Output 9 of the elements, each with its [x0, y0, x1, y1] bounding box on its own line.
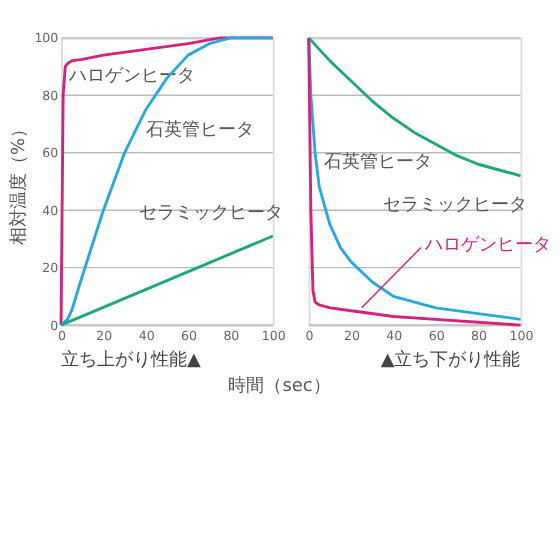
series-label: 石英管ヒータ — [323, 150, 432, 173]
series-label: セラミックヒータ — [139, 204, 284, 225]
text: ハロゲンヒータ — [423, 234, 552, 257]
series-label: 石英管ヒータ — [145, 119, 254, 142]
text: 立ち上がり性能▲ — [61, 348, 202, 371]
y-axis-title: 相対温度（%） — [7, 119, 30, 245]
x-axis-title: 時間（sec） — [228, 374, 331, 397]
text: ▲立ち下がり性能 — [380, 348, 521, 371]
series-label: セラミックヒータ — [382, 195, 527, 216]
